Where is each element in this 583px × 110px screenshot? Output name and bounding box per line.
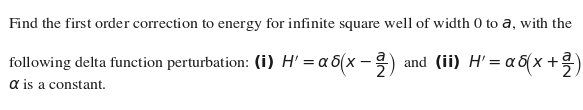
Text: $\alpha$ is a constant.: $\alpha$ is a constant. [8,78,107,92]
Text: Find the first order correction to energy for infinite square well of width 0 to: Find the first order correction to energ… [8,15,573,33]
Text: following delta function perturbation: $\mathbf{(i)}$  $H' = \alpha \, \delta\!\: following delta function perturbation: $… [8,50,583,80]
